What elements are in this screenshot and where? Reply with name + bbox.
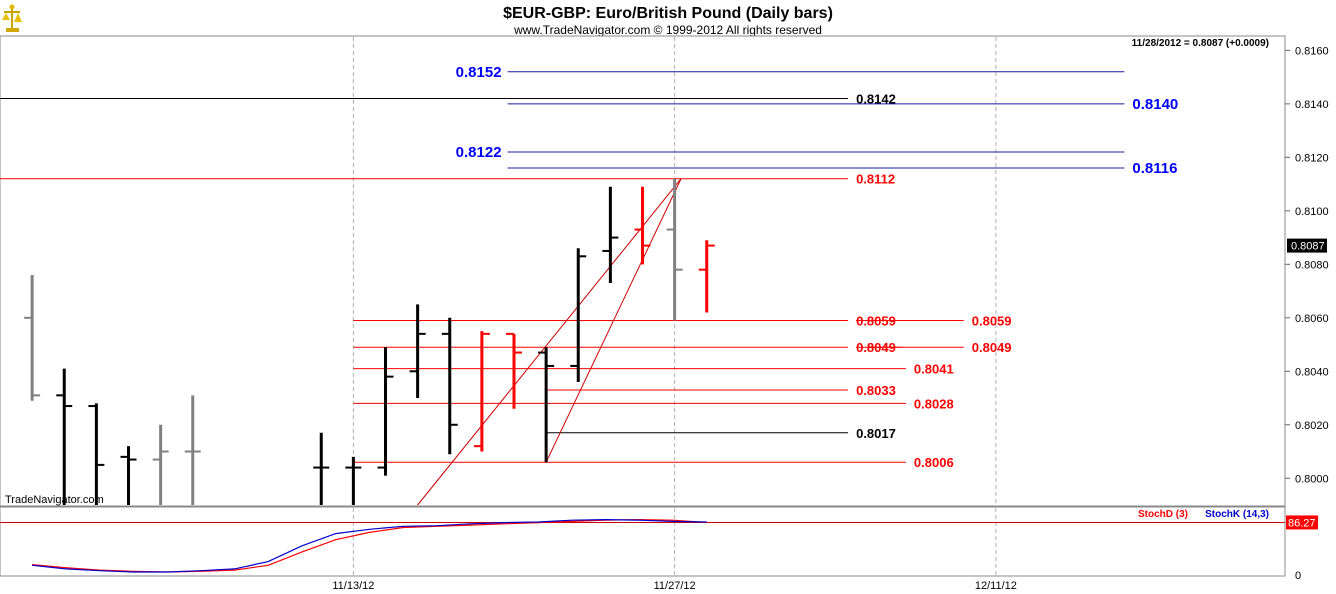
stochastic-pane: 086.27 StochD (3) StochK (14,3) [0, 506, 1318, 582]
legend-stochk: StochK (14,3) [1205, 509, 1269, 520]
ohlc-bar [538, 347, 555, 463]
y-tick-label: 0.8040 [1295, 366, 1329, 378]
price-plot-area [0, 35, 1286, 507]
ohlc-bar [345, 456, 362, 505]
level-label: 0.8006 [914, 455, 954, 470]
chart-title: $EUR-GBP: Euro/British Pound (Daily bars… [503, 5, 833, 22]
level-label: 0.8152 [456, 64, 502, 81]
level-label: 0.8142 [856, 92, 896, 107]
legend-stochd: StochD (3) [1138, 509, 1188, 520]
stoch-series-line [32, 518, 707, 573]
watermark: TradeNavigator.com [5, 494, 104, 506]
ohlc-bar [24, 275, 41, 401]
ohlc-bar [634, 186, 651, 265]
ohlc-bar [377, 347, 394, 476]
trendline [417, 178, 682, 506]
ohlc-bar [313, 432, 330, 505]
level-label: 0.8140 [1132, 96, 1178, 113]
level-label: 0.8028 [914, 396, 954, 411]
ohlc-bar [602, 186, 619, 284]
last-price-label: 0.8087 [1291, 241, 1325, 253]
y-tick-label: 0.8060 [1295, 313, 1329, 325]
ohlc-bar [409, 304, 426, 399]
ohlc-bar [88, 403, 105, 505]
x-tick-label: 11/27/12 [654, 580, 696, 592]
level-label: 0.8041 [914, 362, 954, 377]
chart-subtitle: www.TradeNavigator.com © 1999-2012 All r… [513, 23, 822, 37]
level-label: 0.8017 [856, 426, 896, 441]
ohlc-bar [570, 248, 587, 382]
level-label: 0.8116 [1132, 160, 1177, 177]
y-tick-label: 0.8080 [1295, 259, 1329, 271]
last-price-badge [1287, 238, 1327, 253]
y-tick-label: 0.8100 [1295, 206, 1329, 218]
price-levels: 0.8152 0.8142 0.8140 0.8122 0.8116 0.8112 0.80… [0, 64, 1178, 470]
ohlc-bar [120, 446, 137, 505]
price-pane: 0.8152 0.8142 0.8140 0.8122 0.8116 0.8112 0.80… [0, 35, 1329, 507]
x-axis: 11/13/12 11/27/12 12/11/12 [332, 580, 1017, 592]
stochastic-plot-area [0, 506, 1286, 577]
ohlc-bar [506, 332, 522, 409]
ohlc-bar [441, 317, 458, 455]
x-tick-label: 11/13/12 [332, 580, 374, 592]
level-label: 0.8033 [856, 383, 896, 398]
y-tick-label: 0.8140 [1295, 99, 1329, 111]
x-tick-label: 12/11/12 [975, 580, 1017, 592]
ohlc-bar [698, 240, 715, 313]
stochastic-lines [0, 518, 1285, 573]
stoch-last-badge [1286, 515, 1318, 530]
ohlc-bar [473, 331, 490, 452]
level-label: 0.8112 [856, 172, 895, 187]
price-readout: 11/28/2012 = 0.8087 (+0.0009) [1132, 38, 1269, 49]
y-tick-label: 0.8000 [1295, 473, 1329, 485]
ohlc-bar [56, 368, 73, 505]
ohlc-bar [666, 178, 683, 321]
level-label: 0.8122 [456, 144, 502, 161]
y-tick-label: 0.8160 [1295, 45, 1329, 57]
level-label: 0.8059 [972, 313, 1012, 328]
scales-logo-icon [2, 4, 22, 32]
stoch-last-label: 86.27 [1288, 517, 1316, 529]
price-y-axis: 0.8160 0.8140 0.8120 0.8100 0.8080 0.8060 0.80… [1285, 45, 1329, 485]
y-tick-label: 0.8120 [1295, 152, 1329, 164]
ohlc-bar [184, 395, 201, 505]
ohlc-bar [152, 424, 169, 505]
y-tick-label: 0.8020 [1295, 420, 1329, 432]
price-bars [24, 178, 715, 505]
stochastic-y-axis: 086.27 [1286, 515, 1318, 582]
level-label: 0.8049 [972, 340, 1012, 355]
trendline [545, 178, 682, 463]
stoch-y-tick-label: 0 [1295, 570, 1301, 582]
trendlines [417, 178, 682, 506]
